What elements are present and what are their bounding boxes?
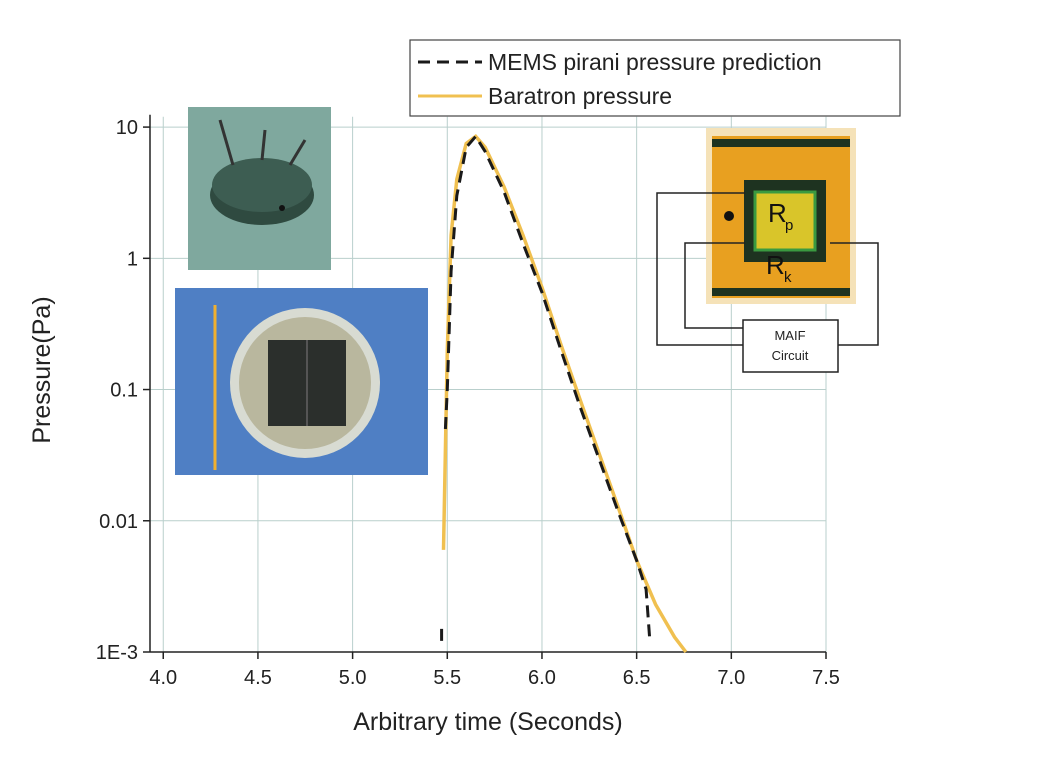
y-tick-label: 1E-3	[96, 642, 138, 664]
annotation: R	[768, 198, 787, 228]
annotation: Circuit	[772, 348, 809, 363]
x-tick-label: 6.0	[528, 667, 556, 689]
y-tick-label: 0.01	[99, 511, 138, 533]
legend-box	[409, 39, 901, 117]
x-tick-label: 5.5	[433, 667, 461, 689]
chip-photo	[175, 288, 428, 475]
x-tick-label: 5.0	[339, 667, 367, 689]
y-tick-label: 10	[116, 117, 138, 139]
data-line	[441, 134, 688, 654]
y-tick-label: 0.1	[110, 380, 138, 402]
y-tick-label: 1	[127, 248, 138, 270]
data-line	[440, 133, 652, 642]
annotation: k	[784, 269, 792, 286]
x-tick-label: 7.5	[812, 667, 840, 689]
x-tick-label: 4.0	[149, 667, 177, 689]
annotation: MAIF	[774, 328, 805, 343]
x-axis-label: Arbitrary time (Seconds)	[353, 708, 623, 736]
circuit-diagram	[656, 128, 879, 373]
annotation: R	[766, 250, 785, 280]
legend: MEMS pirani pressure prediction Baratron …	[409, 39, 901, 117]
sensor-photo	[188, 107, 331, 270]
x-tick-label: 7.0	[717, 667, 745, 689]
y-axis-label: Pressure(Pa)	[28, 296, 56, 443]
x-tick-label: 6.5	[623, 667, 651, 689]
legend-label: MEMS pirani pressure prediction	[488, 49, 822, 75]
plot-area: 10 1 0.1 0.01 1E-3 4.0 4.5 5.0 5.5 6.0 6.5 7.0 7.5 Ar…	[28, 114, 840, 736]
x-tick-label: 4.5	[244, 667, 272, 689]
legend-label: Baratron pressure	[488, 83, 672, 109]
annotation: p	[785, 217, 793, 234]
